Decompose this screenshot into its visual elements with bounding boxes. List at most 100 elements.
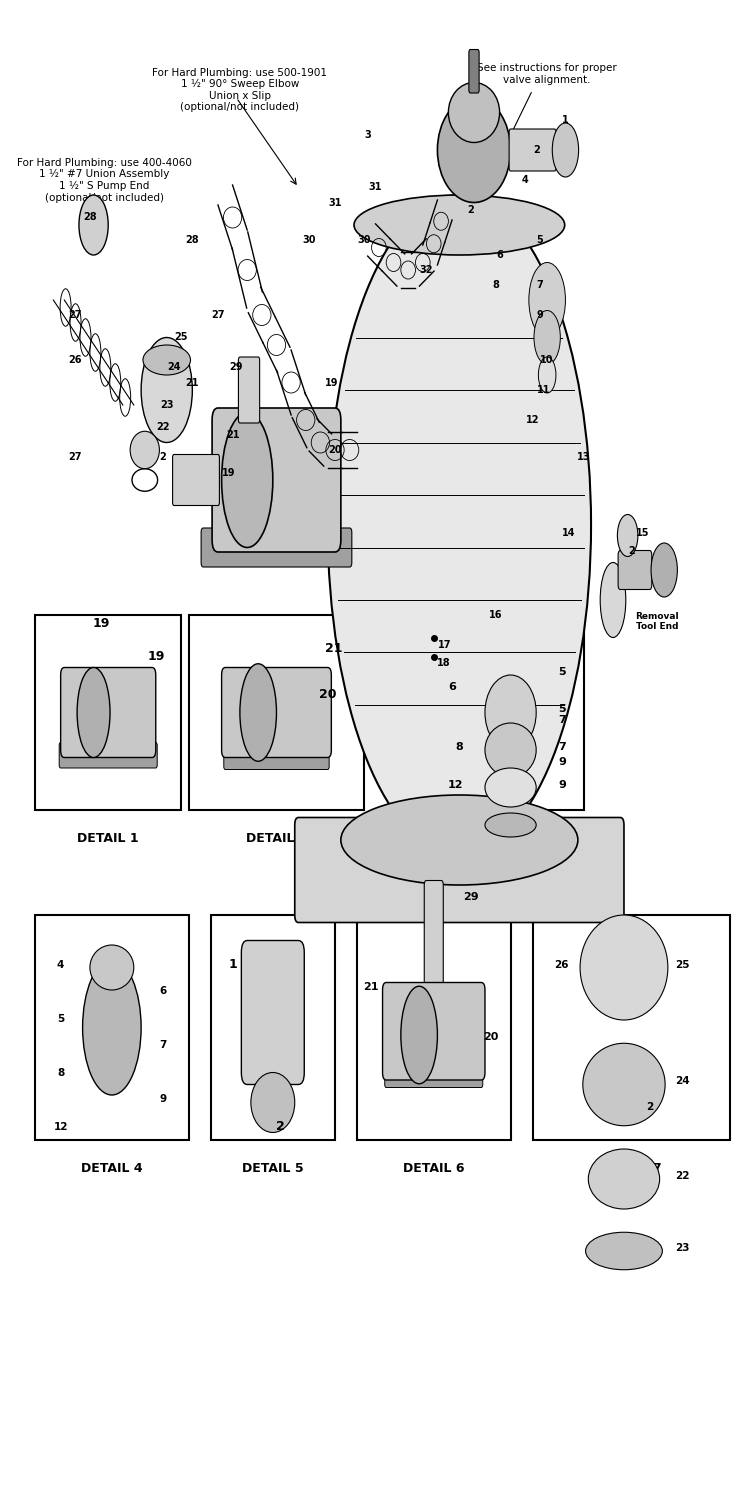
Text: 20: 20 [484, 1032, 499, 1041]
Bar [35, 615, 181, 810]
Text: DETAIL 7: DETAIL 7 [601, 1162, 662, 1176]
Text: 9: 9 [536, 310, 543, 320]
Text: 31: 31 [328, 198, 341, 207]
Text: 28: 28 [186, 236, 199, 244]
Ellipse shape [328, 195, 591, 855]
Ellipse shape [580, 915, 668, 1020]
Text: 12: 12 [447, 780, 463, 789]
Text: 4: 4 [522, 176, 529, 184]
Text: 24: 24 [167, 363, 180, 372]
Ellipse shape [90, 945, 134, 990]
Text: DETAIL 1: DETAIL 1 [77, 833, 139, 846]
FancyBboxPatch shape [212, 408, 341, 552]
Circle shape [617, 514, 638, 556]
Text: 25: 25 [675, 960, 690, 969]
Ellipse shape [77, 668, 110, 758]
Text: 30: 30 [357, 236, 371, 244]
Bar [35, 915, 189, 1140]
Text: 26: 26 [555, 960, 569, 969]
Text: 8: 8 [493, 280, 499, 290]
Text: 7: 7 [558, 716, 566, 724]
Text: DETAIL 4: DETAIL 4 [81, 1162, 143, 1176]
Text: 25: 25 [174, 333, 188, 342]
Text: 19: 19 [92, 616, 110, 630]
Ellipse shape [448, 82, 499, 142]
Text: 6: 6 [448, 682, 456, 692]
Ellipse shape [130, 432, 159, 468]
Text: 12: 12 [526, 416, 539, 424]
Text: 30: 30 [302, 236, 316, 244]
Text: 32: 32 [420, 266, 433, 274]
Circle shape [651, 543, 678, 597]
Ellipse shape [401, 987, 438, 1083]
Text: 20: 20 [328, 446, 341, 454]
Text: 6: 6 [496, 251, 503, 260]
Text: 4: 4 [57, 960, 65, 969]
Text: 2: 2 [276, 1119, 284, 1132]
Text: 27: 27 [68, 453, 82, 462]
Ellipse shape [240, 663, 277, 762]
Text: 20: 20 [319, 687, 336, 700]
Text: 9: 9 [558, 780, 566, 789]
Ellipse shape [354, 195, 565, 255]
Text: 13: 13 [577, 453, 590, 462]
Text: 29: 29 [229, 363, 243, 372]
Text: 11: 11 [537, 386, 550, 394]
Text: 16: 16 [490, 610, 502, 620]
Text: 21: 21 [363, 982, 379, 992]
Text: 1: 1 [228, 957, 237, 970]
Ellipse shape [485, 768, 536, 807]
Text: 23: 23 [160, 400, 174, 410]
Text: 24: 24 [675, 1077, 690, 1086]
Text: 18: 18 [436, 658, 450, 668]
Text: 31: 31 [368, 183, 382, 192]
Ellipse shape [341, 795, 578, 885]
Text: 1: 1 [562, 116, 569, 124]
Text: 5: 5 [57, 1014, 64, 1023]
Text: 21: 21 [325, 642, 342, 656]
Bar [438, 615, 584, 810]
Text: 9: 9 [558, 758, 566, 766]
Text: 6: 6 [159, 987, 167, 996]
FancyBboxPatch shape [173, 454, 220, 506]
Text: 10: 10 [541, 356, 554, 364]
FancyBboxPatch shape [222, 668, 332, 758]
Text: DETAIL 5: DETAIL 5 [242, 1162, 304, 1176]
Text: DETAIL 6: DETAIL 6 [403, 1162, 465, 1176]
Circle shape [534, 310, 560, 364]
FancyBboxPatch shape [59, 742, 157, 768]
Bar [357, 915, 511, 1140]
Text: 19: 19 [222, 468, 235, 477]
Text: 15: 15 [635, 528, 649, 537]
Ellipse shape [485, 813, 536, 837]
Ellipse shape [83, 960, 141, 1095]
FancyBboxPatch shape [509, 129, 556, 171]
Text: 19: 19 [147, 650, 165, 663]
FancyBboxPatch shape [238, 357, 259, 423]
Ellipse shape [251, 1072, 295, 1132]
Circle shape [529, 262, 566, 338]
Text: 8: 8 [57, 1068, 64, 1077]
Circle shape [538, 357, 556, 393]
Bar [189, 615, 364, 810]
Text: 7: 7 [159, 1041, 167, 1050]
Text: 21: 21 [226, 430, 239, 439]
Text: 17: 17 [438, 640, 451, 650]
Bar [211, 915, 335, 1140]
Ellipse shape [588, 1149, 660, 1209]
Text: DETAIL 2: DETAIL 2 [246, 833, 308, 846]
FancyBboxPatch shape [469, 50, 479, 93]
FancyBboxPatch shape [383, 982, 485, 1080]
Text: 7: 7 [558, 742, 566, 752]
Text: 2: 2 [646, 1102, 653, 1112]
Text: 27: 27 [68, 310, 82, 320]
Text: 3: 3 [365, 130, 371, 140]
Text: 8: 8 [455, 742, 463, 752]
Ellipse shape [485, 723, 536, 777]
Bar [532, 915, 730, 1140]
FancyBboxPatch shape [241, 940, 305, 1084]
Ellipse shape [141, 338, 193, 442]
Text: 28: 28 [83, 213, 97, 222]
Ellipse shape [79, 195, 108, 255]
Text: 2: 2 [467, 206, 474, 214]
